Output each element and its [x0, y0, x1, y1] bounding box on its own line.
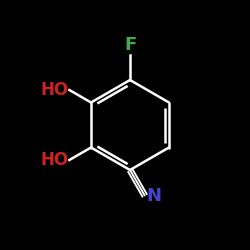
- Text: F: F: [124, 36, 136, 54]
- Text: HO: HO: [40, 151, 68, 169]
- Text: HO: HO: [40, 81, 68, 99]
- Text: N: N: [146, 187, 161, 205]
